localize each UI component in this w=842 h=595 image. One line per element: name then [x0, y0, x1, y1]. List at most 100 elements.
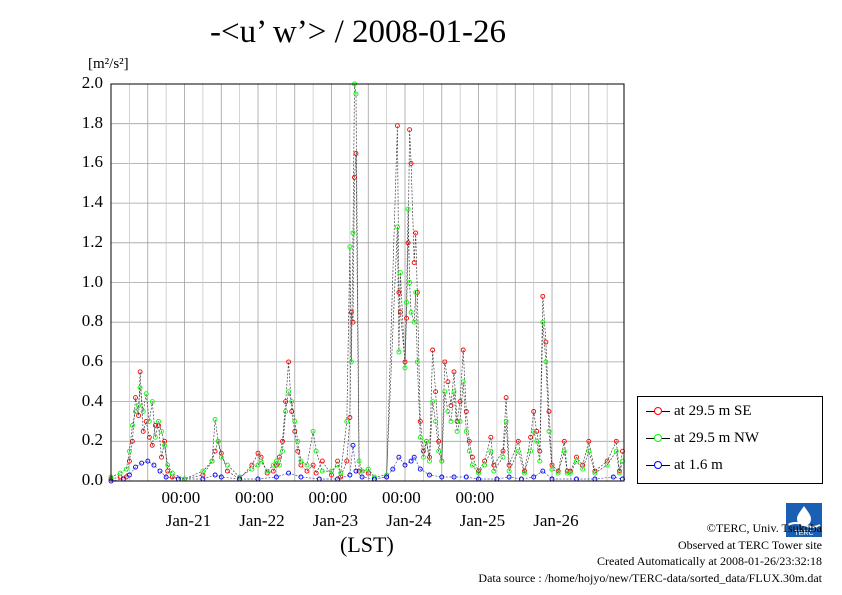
data-point [491, 468, 497, 474]
data-point [482, 458, 488, 464]
y-tick-label: 1.0 [81, 271, 103, 291]
legend-label-se: at 29.5 m SE [674, 403, 752, 420]
data-point [405, 206, 411, 212]
data-point [564, 470, 570, 476]
data-point [209, 458, 215, 464]
data-point [394, 123, 400, 129]
data-point [522, 470, 527, 476]
data-point [390, 466, 396, 472]
data-point [445, 379, 451, 385]
data-point [133, 395, 138, 401]
data-point [149, 399, 155, 405]
data-point [543, 359, 549, 365]
data-point [295, 438, 301, 444]
data-point [404, 315, 409, 321]
data-point [610, 474, 616, 480]
data-point [289, 399, 295, 405]
data-point [255, 462, 261, 468]
data-point [258, 458, 264, 464]
data-point [286, 470, 292, 476]
data-point [411, 319, 417, 325]
data-point [310, 428, 316, 434]
data-point [224, 462, 230, 468]
svg-text:TERC: TERC [794, 530, 813, 537]
data-point [347, 415, 353, 420]
data-point [515, 438, 521, 444]
data-point [359, 468, 365, 474]
data-point [146, 434, 152, 440]
data-point [616, 470, 622, 476]
data-point [417, 418, 423, 424]
data-point [469, 454, 475, 460]
data-point [439, 474, 445, 480]
data-point [491, 462, 497, 468]
data-point [264, 468, 270, 474]
data-point [212, 472, 218, 478]
data-point [396, 349, 402, 355]
x-time-label: 00:00 [235, 488, 274, 507]
data-point [310, 462, 316, 468]
data-point [451, 369, 457, 375]
data-point [460, 379, 466, 385]
data-point [430, 347, 436, 353]
data-point [420, 448, 426, 454]
data-point [159, 428, 164, 434]
data-point [546, 428, 552, 434]
data-point [433, 389, 439, 395]
data-point [371, 474, 377, 480]
data-point [136, 403, 142, 409]
data-point [531, 428, 537, 434]
legend-item-se: at 29.5 m SE [646, 403, 752, 423]
data-point [414, 289, 420, 295]
data-point [215, 438, 221, 444]
series-line [110, 125, 623, 480]
x-axis-label: (LST) [340, 532, 394, 557]
x-time-label: 00:00 [308, 488, 348, 507]
terc-logo: TERC [786, 503, 822, 537]
y-tick-label: 0.8 [81, 311, 103, 331]
y-unit-label: [m²/s²] [88, 56, 129, 72]
data-point [159, 454, 164, 460]
data-point [129, 438, 135, 444]
data-point [319, 468, 325, 474]
data-point [506, 468, 512, 474]
data-point [335, 462, 341, 468]
data-point [212, 448, 218, 454]
data-point [534, 438, 540, 444]
y-tick-label: 1.2 [81, 231, 103, 251]
y-tick-label: 0.4 [81, 390, 103, 410]
data-point [555, 470, 561, 476]
data-point [402, 365, 408, 371]
data-point [133, 464, 138, 470]
data-point [280, 438, 285, 444]
data-point [218, 454, 224, 460]
data-point [448, 403, 454, 409]
data-point [414, 359, 420, 365]
data-point [353, 151, 359, 156]
data-point [298, 458, 304, 464]
x-date-label: Jan-22 [239, 511, 285, 530]
data-point [283, 399, 289, 405]
data-point [162, 442, 168, 448]
data-point [397, 270, 403, 276]
data-point [427, 472, 432, 478]
data-point [365, 466, 371, 472]
data-point [348, 359, 354, 365]
data-point [469, 462, 475, 468]
y-tick-label: 0.2 [81, 430, 103, 450]
data-point [353, 91, 359, 97]
data-point [506, 474, 512, 480]
data-point [348, 309, 354, 315]
data-point [463, 409, 469, 414]
data-point [347, 244, 353, 250]
data-point [433, 418, 439, 424]
data-point [442, 389, 448, 395]
data-point [286, 389, 292, 395]
data-point [344, 418, 350, 424]
data-point [319, 458, 325, 464]
data-point [165, 462, 171, 468]
data-point [463, 428, 469, 434]
data-point [417, 434, 423, 440]
credits: ©TERC, Univ. Tsukuba Observed at TERC To… [478, 520, 822, 586]
data-point [295, 448, 301, 454]
